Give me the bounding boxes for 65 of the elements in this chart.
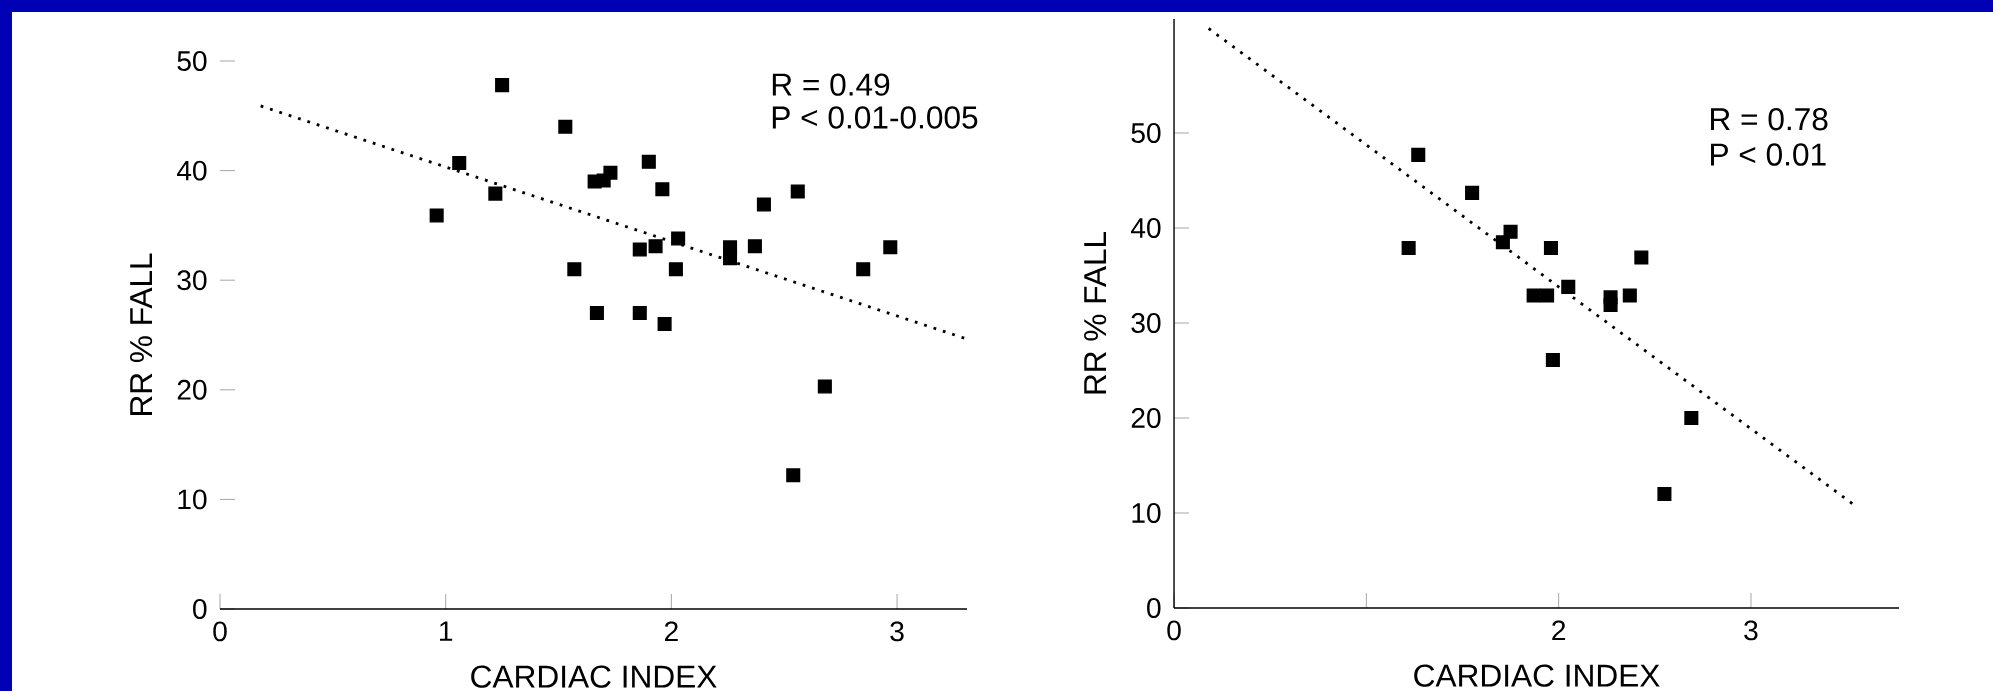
x-tick-label: 2	[664, 621, 678, 642]
point	[1684, 411, 1699, 426]
x-tick-label: 3	[890, 621, 904, 642]
y-tick-label: 50	[177, 51, 207, 72]
x-axis-title: CARDIAC INDEX	[1414, 664, 1660, 688]
point	[668, 262, 683, 277]
point	[1503, 224, 1518, 240]
annotation: R = 0.78	[1711, 108, 1828, 131]
y-tick-label: 50	[1131, 123, 1161, 144]
point	[648, 239, 663, 254]
point	[558, 119, 573, 135]
point	[1634, 250, 1649, 265]
point	[657, 317, 672, 332]
point	[632, 242, 647, 257]
point	[1465, 186, 1480, 201]
point	[1561, 280, 1576, 295]
annotation: P < 0.01-0.005	[772, 106, 978, 129]
point	[1603, 298, 1618, 313]
point	[495, 78, 510, 93]
point	[603, 165, 618, 181]
point	[786, 468, 801, 483]
y-tick-label: 30	[177, 270, 207, 291]
y-axis-title: RR % FALL	[1084, 232, 1107, 394]
point	[1540, 288, 1555, 303]
point	[1526, 288, 1541, 303]
point	[632, 306, 647, 321]
point	[429, 208, 444, 223]
annotation: R = 0.49	[772, 73, 890, 97]
y-tick-label: 0	[193, 599, 207, 620]
y-tick-label: 0	[1147, 598, 1161, 619]
y-tick-label: 30	[1131, 313, 1161, 334]
x-tick-label: 0	[213, 621, 227, 642]
x-tick-label: 3	[1744, 620, 1758, 641]
x-tick-label: 2	[1552, 620, 1566, 641]
y-tick-label: 40	[1131, 218, 1161, 239]
point	[817, 379, 832, 394]
point	[655, 182, 670, 197]
point	[1545, 353, 1560, 368]
point	[756, 197, 771, 212]
point	[452, 156, 467, 171]
point	[567, 262, 582, 277]
y-axis-title: RR % FALL	[130, 253, 153, 416]
point	[790, 184, 805, 199]
point	[589, 306, 604, 321]
x-axis-title: CARDIAC INDEX	[471, 665, 717, 689]
point	[1401, 241, 1416, 256]
y-tick-label: 40	[176, 160, 207, 181]
point	[671, 231, 686, 246]
y-tick-label: 10	[1132, 503, 1161, 524]
y-tick-label: 20	[1131, 408, 1161, 429]
point	[1543, 241, 1558, 256]
point	[723, 251, 738, 266]
point	[1622, 288, 1637, 303]
annotation: P < 0.01	[1711, 143, 1826, 166]
y-tick-label: 10	[178, 489, 207, 510]
point	[1411, 148, 1426, 163]
x-tick-label: 0	[1167, 620, 1181, 641]
point	[856, 262, 871, 277]
point	[641, 155, 656, 170]
y-tick-label: 20	[177, 380, 207, 400]
x-tick-label: 1	[440, 621, 453, 641]
point	[883, 240, 898, 255]
point	[747, 239, 762, 254]
point	[488, 186, 503, 201]
point	[1657, 487, 1672, 502]
